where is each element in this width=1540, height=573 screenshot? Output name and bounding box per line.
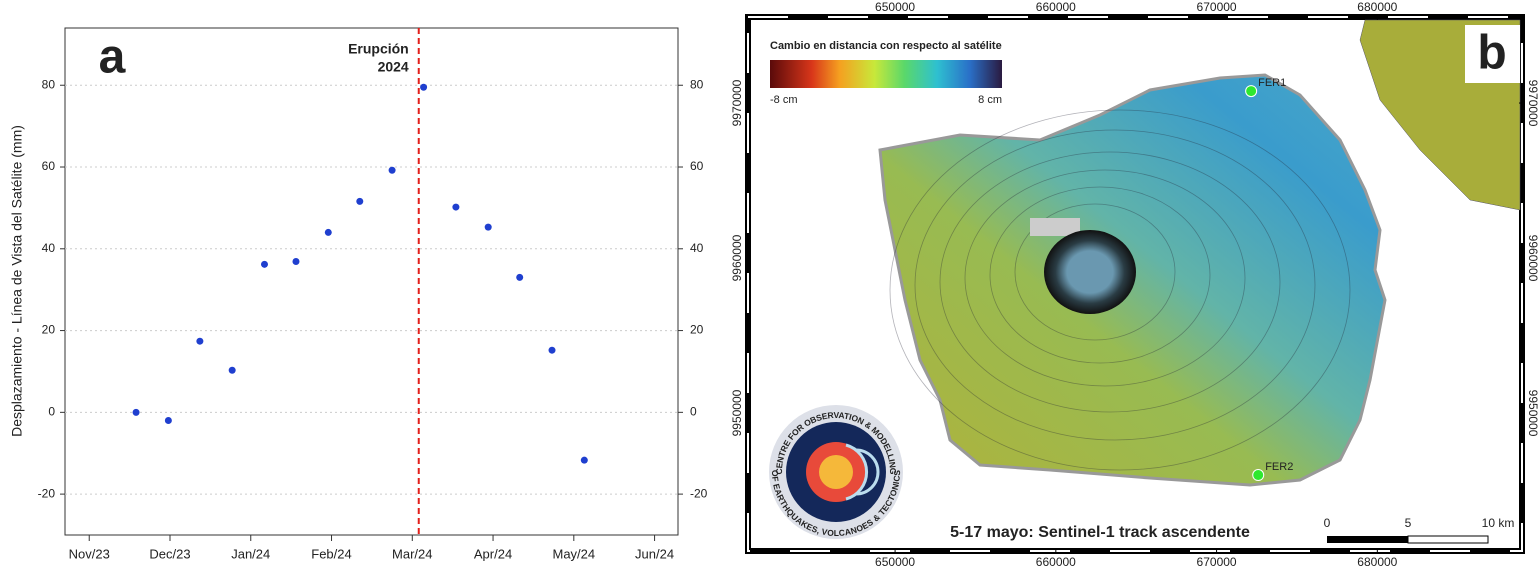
logo-core xyxy=(819,455,853,489)
y2-tick-label: 0 xyxy=(690,405,697,419)
point xyxy=(420,83,428,91)
scalebar-label: 10 km xyxy=(1482,516,1515,530)
crater xyxy=(1044,230,1136,314)
point xyxy=(324,228,332,236)
scalebar xyxy=(1407,535,1489,544)
point xyxy=(260,260,268,268)
point xyxy=(452,203,460,211)
map-y-tick-label: 9970000 xyxy=(1526,80,1540,127)
map-y-tick-label: 9960000 xyxy=(730,234,744,281)
station-label: FER2 xyxy=(1265,461,1293,473)
eruption-label: Erupción xyxy=(348,41,409,57)
point xyxy=(356,197,364,205)
map: Cambio en distancia con respecto al saté… xyxy=(745,14,1525,554)
map-x-tick-label: 680000 xyxy=(1357,555,1397,569)
x-tick-label: Jan/24 xyxy=(231,546,270,561)
station-label: FER1 xyxy=(1258,77,1286,89)
map-y-tick-label: 9960000 xyxy=(1526,235,1540,282)
y-tick-label: 60 xyxy=(42,159,56,173)
y2-tick-label: 40 xyxy=(690,241,704,255)
point xyxy=(548,346,556,354)
x-tick-label: Mar/24 xyxy=(392,546,432,561)
x-tick-label: Apr/24 xyxy=(474,546,512,561)
x-tick-label: Nov/23 xyxy=(69,546,110,561)
scalebar xyxy=(1327,536,1408,543)
x-tick-label: Feb/24 xyxy=(311,546,351,561)
point xyxy=(388,166,396,174)
y-tick-label: 0 xyxy=(48,405,55,419)
logo-wave xyxy=(855,448,880,496)
y2-tick-label: -20 xyxy=(690,486,708,500)
y2-tick-label: 60 xyxy=(690,159,704,173)
x-tick-label: Jun/24 xyxy=(635,546,674,561)
scalebar-label: 0 xyxy=(1324,516,1331,530)
panel-label: b xyxy=(1477,27,1506,80)
map-y-tick-label: 9970000 xyxy=(730,79,744,126)
point xyxy=(196,337,204,345)
logo: CENTRE FOR OBSERVATION & MODELLING OF EA… xyxy=(769,405,903,539)
panel-label: a xyxy=(99,31,126,84)
y-tick-label: 80 xyxy=(42,77,56,91)
eruption-label: 2024 xyxy=(378,59,409,75)
y-axis-label: Desplazamiento - Línea de Vista del Saté… xyxy=(9,125,25,437)
colorbar-label: -8 cm xyxy=(770,94,798,106)
panel-label-box xyxy=(1465,25,1520,83)
point xyxy=(228,366,236,374)
point xyxy=(580,456,588,464)
colorbar xyxy=(770,60,1002,88)
y-tick-label: 20 xyxy=(42,323,56,337)
scalebar-label: 5 xyxy=(1405,516,1412,530)
map-frame-ticks xyxy=(747,16,1523,552)
map-x-tick-label: 660000 xyxy=(1036,0,1076,14)
map-y-tick-label: 9950000 xyxy=(730,389,744,436)
logo-wave xyxy=(845,443,869,501)
x-tick-label: Dec/23 xyxy=(149,546,190,561)
map-caption: 5-17 mayo: Sentinel-1 track ascendente xyxy=(950,524,1250,541)
point xyxy=(292,257,300,265)
map-x-tick-label: 650000 xyxy=(875,555,915,569)
map-x-tick-label: 670000 xyxy=(1197,0,1237,14)
y2-tick-label: 80 xyxy=(690,77,704,91)
point xyxy=(484,223,492,231)
map-x-tick-label: 650000 xyxy=(875,0,915,14)
map-x-tick-label: 660000 xyxy=(1036,555,1076,569)
crater-plateau xyxy=(1030,218,1080,236)
map-y-tick-label: 9950000 xyxy=(1526,390,1540,437)
point xyxy=(164,417,172,425)
plot-frame xyxy=(64,27,679,536)
y-tick-label: -20 xyxy=(38,486,56,500)
colorbar-title: Cambio en distancia con respecto al saté… xyxy=(770,40,1002,52)
y2-tick-label: 20 xyxy=(690,323,704,337)
station xyxy=(1245,85,1258,98)
point xyxy=(516,273,524,281)
station xyxy=(1252,469,1265,482)
colorbar-label: 8 cm xyxy=(978,94,1002,106)
contours xyxy=(889,109,1351,471)
y-tick-label: 40 xyxy=(42,241,56,255)
x-tick-label: May/24 xyxy=(552,546,595,561)
map-x-tick-label: 680000 xyxy=(1357,0,1397,14)
point xyxy=(132,408,140,416)
map-x-tick-label: 670000 xyxy=(1197,555,1237,569)
